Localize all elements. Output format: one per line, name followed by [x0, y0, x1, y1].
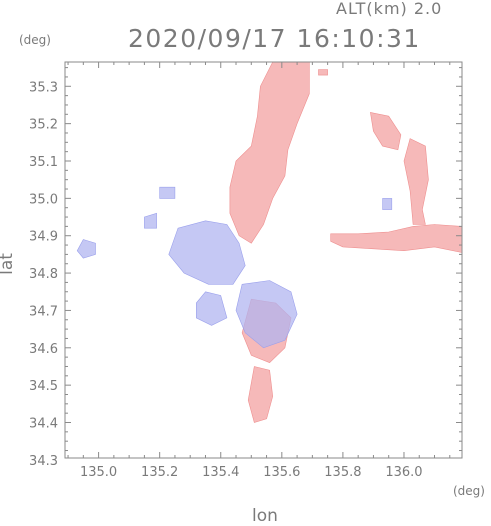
y-tick-label: 34.5 [29, 379, 58, 394]
x-tick-label: 135.4 [202, 465, 239, 480]
x-axis-unit: (deg) [453, 484, 485, 498]
y-tick-label: 34.6 [29, 342, 58, 357]
echo-region-north-speck [159, 186, 176, 199]
y-tick-label: 35.1 [29, 155, 58, 170]
echo-region-east-band [330, 224, 463, 253]
echo-region-small-patch [144, 212, 157, 229]
echo-region-far-west-patch [76, 239, 96, 259]
plot-frame [64, 61, 463, 459]
y-tick-label: 35.2 [29, 118, 58, 133]
x-tick-label: 135.6 [263, 465, 300, 480]
chart-title: 2020/09/17 16:10:31 [128, 24, 421, 53]
echo-region-northeast-patch [370, 112, 402, 151]
echo-region-center-blob [235, 280, 298, 349]
y-tick-label: 34.4 [29, 417, 58, 432]
x-tick-label: 136.0 [385, 465, 422, 480]
y-axis-unit: (deg) [19, 33, 51, 47]
altitude-label: ALT(km) 2.0 [336, 0, 443, 18]
y-tick-label: 35.0 [29, 192, 58, 207]
echo-region-east-speck [382, 198, 393, 210]
x-tick-label: 135.0 [80, 465, 117, 480]
echo-region-west-blob [168, 220, 246, 285]
echo-region-south-column [247, 366, 274, 423]
echo-region-northeast-ridge [403, 138, 429, 225]
y-tick-label: 34.9 [29, 230, 58, 245]
echo-region-north-edge-speck [318, 69, 328, 76]
y-tick-label: 34.3 [29, 454, 58, 469]
x-tick-label: 135.2 [141, 465, 178, 480]
echo-region-north-plume [229, 61, 310, 244]
x-tick-label: 135.8 [324, 465, 361, 480]
y-tick-label: 35.3 [29, 80, 58, 95]
y-tick-label: 34.8 [29, 267, 58, 282]
echo-region-southwest-blob [196, 291, 228, 326]
y-tick-label: 34.7 [29, 304, 58, 319]
